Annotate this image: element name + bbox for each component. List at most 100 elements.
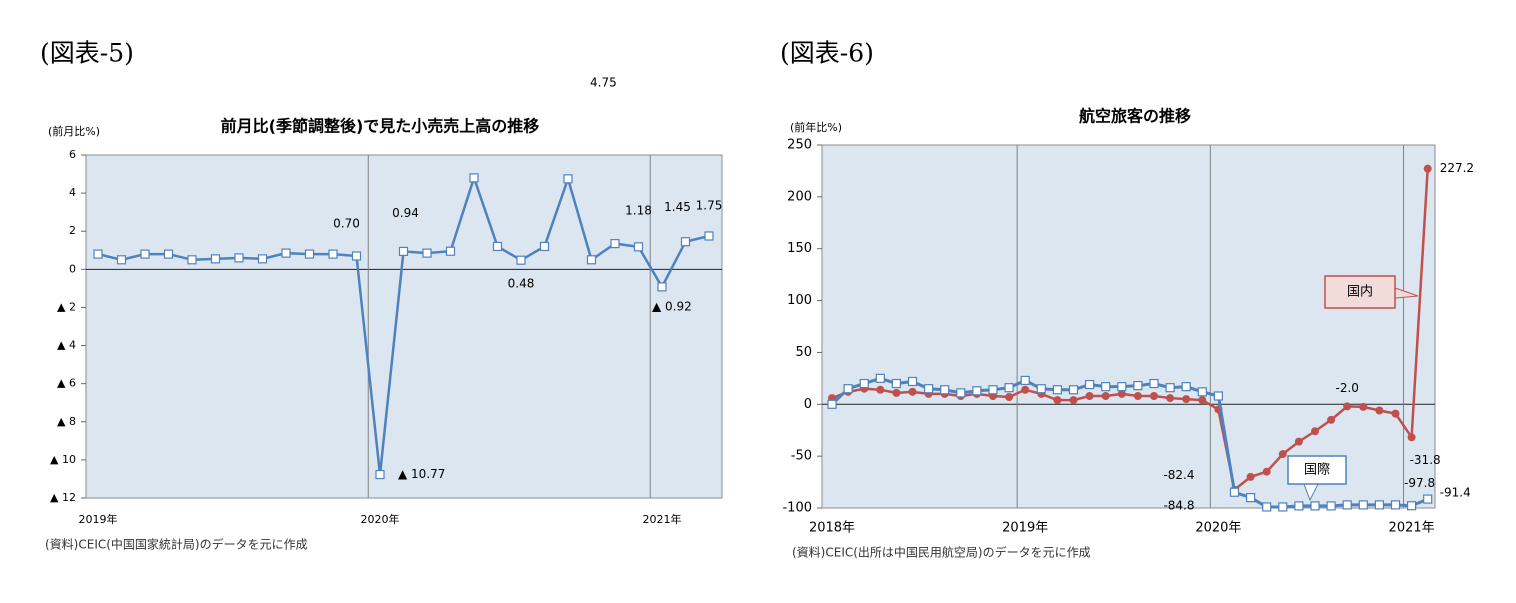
data-label: 0.48: [508, 277, 535, 291]
point: [1068, 385, 1079, 395]
point: [1149, 378, 1159, 389]
point: [1311, 427, 1319, 436]
y-tick-label: 2: [69, 224, 76, 237]
point: [1246, 472, 1255, 481]
point: [516, 255, 526, 265]
point: [539, 241, 550, 252]
y-axis-label: (前月比%): [48, 124, 100, 138]
data-label: 0.94: [392, 206, 419, 220]
point: [1198, 396, 1207, 405]
data-label: -91.4: [1440, 486, 1471, 500]
x-tick-label: 2021年: [643, 512, 682, 526]
point: [908, 387, 917, 396]
point: [1166, 394, 1175, 403]
point: [1375, 406, 1384, 415]
point: [1084, 379, 1095, 390]
point: [445, 246, 456, 256]
point: [610, 239, 620, 249]
chart-title: 前月比(季節調整後)で見た小売売上高の推移: [221, 117, 540, 136]
point: [1374, 500, 1385, 510]
point: [1133, 391, 1142, 400]
point: [563, 174, 573, 184]
point: [876, 385, 885, 394]
point: [1423, 494, 1433, 504]
y-tick-label: -100: [782, 501, 812, 516]
source-note: (資料)CEIC(中国国家統計局)のデータを元に作成: [45, 537, 308, 552]
legend-box: [1324, 275, 1396, 309]
y-tick-label: 200: [787, 189, 812, 204]
data-label: ▲ 10.77: [398, 467, 445, 481]
point: [422, 248, 432, 258]
plot-area: [821, 144, 1436, 509]
data-label: -82.4: [1163, 468, 1194, 482]
point: [1278, 502, 1288, 512]
point: [1181, 382, 1191, 392]
y-tick-label: 0: [804, 397, 812, 412]
y-tick-label: 100: [787, 293, 812, 308]
y-tick-label: 50: [795, 345, 812, 360]
data-label: -31.8: [1410, 453, 1441, 467]
point: [1326, 501, 1336, 511]
figure-label: (図表-5): [40, 39, 134, 68]
figure-label: (図表-6): [780, 39, 874, 68]
point: [1197, 387, 1207, 397]
point: [398, 246, 409, 257]
point: [1036, 384, 1046, 394]
point: [1390, 500, 1401, 510]
data-label: 1.45: [664, 200, 691, 214]
point: [1262, 467, 1271, 476]
point: [1294, 501, 1304, 511]
point: [234, 253, 244, 263]
point: [892, 388, 901, 397]
plot-area: [85, 154, 723, 499]
callout-pointer: [1394, 287, 1419, 299]
y-tick-label: ▲ 10: [50, 453, 76, 466]
point: [1004, 383, 1014, 393]
y-tick-label: 250: [787, 138, 812, 153]
y-tick-label: 4: [69, 186, 76, 199]
point: [328, 249, 338, 259]
point: [1310, 501, 1320, 511]
point: [210, 254, 221, 264]
point: [1052, 385, 1063, 395]
point: [940, 385, 950, 395]
point: [956, 388, 966, 398]
point: [1213, 391, 1224, 401]
callout-pointer: [1303, 483, 1319, 502]
point: [1133, 381, 1143, 391]
y-tick-label: 6: [69, 148, 76, 161]
point: [375, 469, 385, 480]
point: [1005, 393, 1014, 402]
data-label: ▲ 0.92: [652, 299, 692, 313]
legend-label: 国際: [1304, 463, 1330, 478]
data-label: 4.75: [590, 75, 617, 89]
data-label: -84.8: [1163, 499, 1194, 513]
y-tick-label: ▲ 6: [57, 377, 76, 390]
point: [1391, 409, 1400, 418]
point: [633, 242, 644, 252]
point: [827, 399, 837, 409]
point: [1182, 395, 1191, 404]
point: [1358, 500, 1368, 510]
point: [988, 385, 998, 395]
point: [1343, 402, 1352, 411]
point: [1069, 396, 1078, 405]
point: [1085, 391, 1094, 400]
point: [586, 255, 597, 265]
x-tick-label: 2019年: [79, 512, 118, 526]
point: [140, 249, 150, 259]
x-tick-label: 2019年: [1002, 521, 1048, 536]
point: [1020, 375, 1030, 386]
point: [1101, 382, 1111, 392]
data-label: 1.18: [625, 203, 652, 217]
point: [187, 255, 197, 265]
y-tick-label: ▲ 8: [57, 415, 76, 428]
y-axis-label: (前年比%): [790, 120, 842, 134]
point: [1117, 382, 1127, 392]
point: [704, 231, 714, 241]
point: [116, 255, 127, 265]
point: [1406, 501, 1417, 511]
point: [859, 378, 869, 389]
point: [1245, 493, 1256, 503]
